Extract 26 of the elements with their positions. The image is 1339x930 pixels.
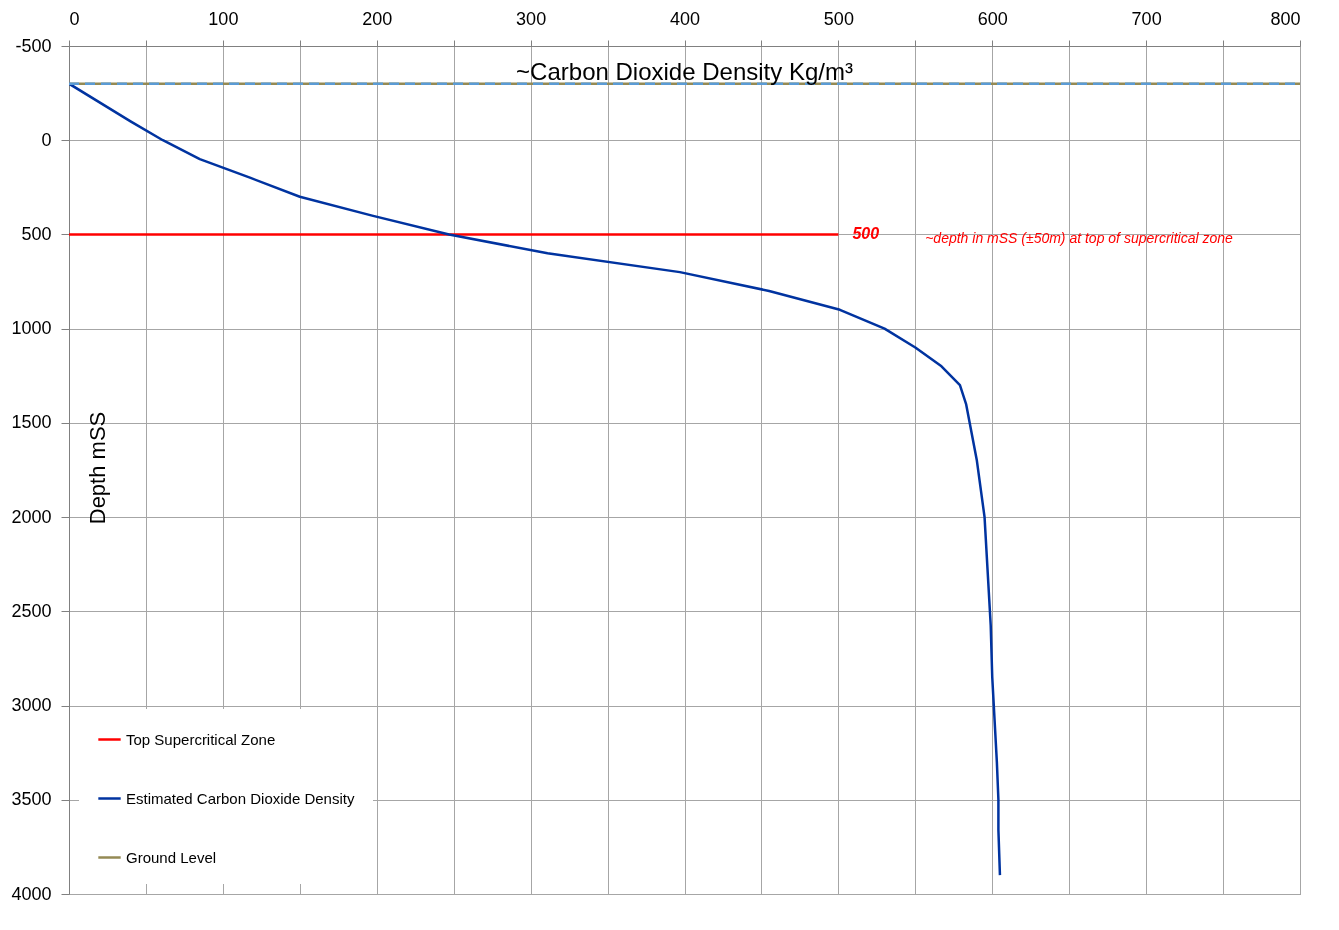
legend-label: Estimated Carbon Dioxide Density bbox=[126, 789, 355, 807]
legend-label: Ground Level bbox=[126, 848, 217, 866]
y-tick-label: 0 bbox=[41, 129, 52, 150]
y-tick-label: 3500 bbox=[11, 789, 52, 810]
y-tick-label: 2500 bbox=[11, 600, 52, 621]
x-tick-label: 200 bbox=[362, 8, 393, 29]
x-tick-label: 800 bbox=[1270, 8, 1301, 29]
y-tick-label: 500 bbox=[21, 223, 52, 244]
y-tick-label: 4000 bbox=[11, 883, 52, 904]
x-tick-label: 400 bbox=[669, 8, 701, 29]
x-tick-label: 600 bbox=[977, 8, 1008, 29]
y-axis-title: Depth mSS bbox=[85, 411, 110, 525]
x-tick-label: 300 bbox=[516, 8, 547, 29]
x-tick-label: 0 bbox=[69, 8, 80, 29]
y-tick-label: 1000 bbox=[11, 318, 52, 339]
y-tick-label: 1500 bbox=[11, 412, 52, 433]
x-tick-label: 500 bbox=[823, 8, 854, 29]
x-tick-label: 700 bbox=[1131, 8, 1162, 29]
legend-label: Top Supercritical Zone bbox=[126, 730, 276, 748]
annotation: ~depth in mSS (±50m) at top of supercritical zone bbox=[925, 230, 1234, 246]
annotation: 500 bbox=[852, 225, 880, 243]
y-tick-label: 3000 bbox=[11, 695, 52, 716]
y-tick-label: 2000 bbox=[11, 506, 52, 527]
text: ~Carbon Dioxide Density Kg/m³ bbox=[516, 58, 853, 85]
y-tick-label: -500 bbox=[15, 35, 52, 56]
x-tick-label: 100 bbox=[208, 8, 239, 29]
